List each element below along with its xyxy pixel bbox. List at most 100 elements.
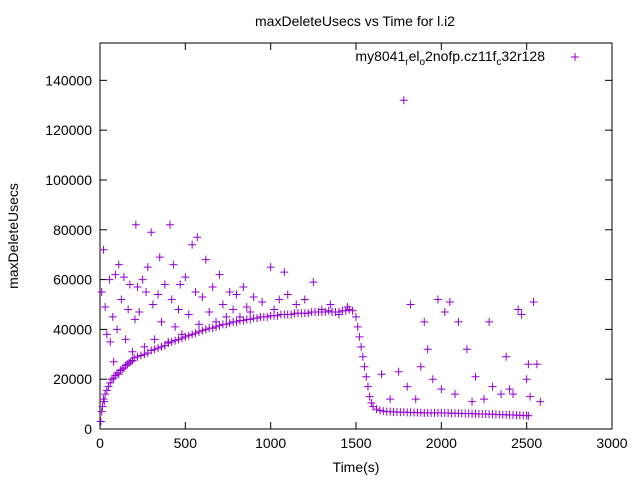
series-points <box>96 96 545 426</box>
data-point <box>468 397 477 406</box>
data-point <box>96 417 105 426</box>
data-point <box>157 317 166 326</box>
data-point <box>222 312 231 321</box>
data-point <box>283 290 292 299</box>
data-point <box>194 327 203 336</box>
data-point <box>164 337 173 346</box>
data-point <box>128 347 137 356</box>
data-point <box>184 331 193 340</box>
data-point <box>334 310 343 319</box>
data-point <box>524 360 533 369</box>
data-point <box>100 397 109 406</box>
data-point <box>454 317 463 326</box>
data-point <box>193 233 202 242</box>
data-point <box>235 312 244 321</box>
data-point <box>365 392 374 401</box>
data-point <box>101 390 110 399</box>
data-point <box>133 352 142 361</box>
y-tick-label: 60000 <box>53 272 92 288</box>
x-tick-label: 500 <box>174 435 198 451</box>
legend-label: my8041relo2nofp.cz11fc32r128 <box>355 48 545 68</box>
data-point <box>536 397 545 406</box>
y-tick-label: 100000 <box>45 172 92 188</box>
data-point <box>304 309 313 318</box>
data-point <box>113 325 122 334</box>
data-point <box>201 325 210 334</box>
data-point <box>341 306 350 315</box>
data-point <box>208 324 217 333</box>
data-point <box>450 390 459 399</box>
data-point <box>343 302 352 311</box>
legend-marker <box>571 53 579 61</box>
data-point <box>270 305 279 314</box>
data-point <box>437 385 446 394</box>
data-point <box>275 295 284 304</box>
data-point <box>157 342 166 351</box>
data-point <box>169 260 178 269</box>
data-point <box>176 280 185 289</box>
data-point <box>239 283 248 292</box>
y-tick-label: 0 <box>84 421 92 437</box>
data-point <box>106 378 115 387</box>
data-point <box>355 332 364 341</box>
data-point <box>171 336 180 345</box>
data-point <box>97 288 106 297</box>
data-point <box>522 375 531 384</box>
data-point <box>394 367 403 376</box>
data-point <box>348 306 357 315</box>
data-point <box>239 316 248 325</box>
data-point <box>462 345 471 354</box>
data-point <box>360 362 369 371</box>
data-point <box>191 329 200 338</box>
data-point <box>174 335 183 344</box>
data-point <box>130 315 139 324</box>
data-point <box>480 395 488 404</box>
data-point <box>97 407 106 416</box>
data-point <box>375 406 384 415</box>
data-point <box>155 253 164 262</box>
data-point <box>229 305 238 314</box>
data-point <box>136 351 145 360</box>
data-point <box>300 295 309 304</box>
data-point <box>232 317 241 326</box>
data-point <box>266 263 275 272</box>
data-point <box>362 372 371 381</box>
data-point <box>309 278 318 287</box>
data-point <box>114 370 123 379</box>
data-point <box>445 297 454 306</box>
data-point <box>201 255 210 264</box>
data-point <box>324 306 333 315</box>
data-point <box>440 307 449 316</box>
data-point <box>246 307 255 316</box>
data-point <box>140 342 149 351</box>
x-tick-label: 3000 <box>596 435 627 451</box>
data-point <box>101 302 110 311</box>
data-point <box>147 346 156 355</box>
y-axis: 0 20000 40000 60000 80000 100000 120000 140000 <box>45 72 612 437</box>
data-point <box>119 273 128 282</box>
data-point <box>386 395 395 404</box>
data-point <box>108 312 117 321</box>
x-tick-label: 1000 <box>255 435 286 451</box>
data-point <box>99 245 108 254</box>
data-point <box>353 322 362 331</box>
data-point <box>167 295 176 304</box>
data-point <box>131 220 140 229</box>
data-point <box>181 273 190 282</box>
y-tick-label: 80000 <box>53 222 92 238</box>
data-point <box>367 398 376 407</box>
data-point <box>117 295 126 304</box>
data-point <box>249 293 258 302</box>
data-point <box>111 270 120 279</box>
data-point <box>205 307 214 316</box>
data-point <box>215 270 224 279</box>
data-point <box>488 382 497 391</box>
data-point <box>246 315 255 324</box>
data-point <box>406 300 415 309</box>
chart-title: maxDeleteUsecs vs Time for l.i2 <box>255 13 455 29</box>
data-point <box>184 310 193 319</box>
data-point <box>198 293 207 302</box>
data-point <box>118 365 127 374</box>
data-point <box>471 372 480 381</box>
data-point <box>177 330 186 339</box>
